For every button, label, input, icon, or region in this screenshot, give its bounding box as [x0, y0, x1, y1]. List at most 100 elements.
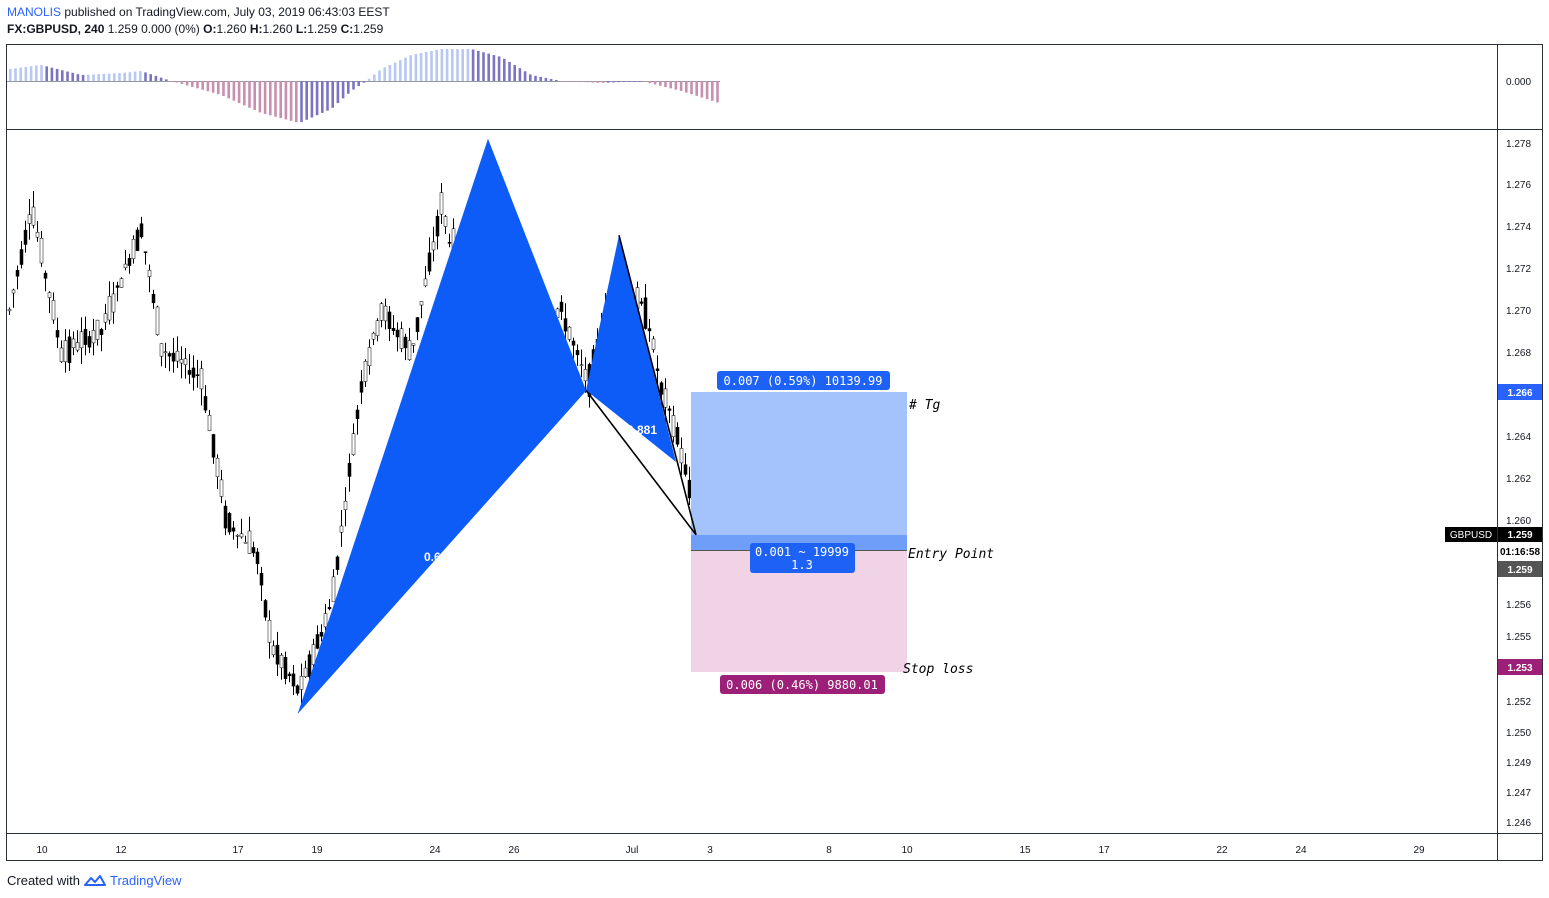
tradingview-logo-icon[interactable] — [83, 874, 106, 888]
candle-body — [139, 223, 144, 238]
candle-body — [27, 214, 32, 224]
oscillator-bar — [258, 81, 262, 113]
low-label: L: — [292, 22, 308, 36]
oscillator-bar — [679, 81, 683, 91]
candle-body — [235, 535, 240, 537]
candle-body — [279, 654, 284, 669]
oscillator-bar — [539, 76, 542, 81]
oscillator-bar — [409, 55, 412, 81]
entry-price-text: 1.259 — [1507, 565, 1532, 576]
high-label: H: — [246, 22, 263, 36]
oscillator-bar — [253, 81, 256, 111]
candle-body — [647, 328, 652, 332]
entry-annotation[interactable]: Entry Point — [908, 547, 994, 562]
oscillator-bar — [97, 74, 100, 81]
stop-price-text: 1.253 — [1507, 663, 1532, 674]
oscillator-bar — [357, 81, 360, 87]
target-annotation[interactable]: # Tg — [908, 398, 940, 413]
time-axis[interactable]: 10 12 17 19 24 26 Jul 3 8 10 15 17 22 24 29 — [36, 845, 1425, 856]
candle-body — [263, 600, 268, 618]
candle-body — [271, 645, 276, 655]
candle-body — [679, 448, 684, 464]
harmonic-pattern[interactable]: 0.6 0.881 — [297, 138, 697, 714]
oscillator-bar — [50, 67, 54, 81]
oscillator-bar — [555, 80, 558, 81]
oscillator-bar — [451, 49, 454, 81]
price-pane[interactable] — [6, 129, 1543, 861]
candle-body — [155, 306, 160, 335]
oscillator-bar — [102, 73, 106, 81]
oscillator-bar — [321, 81, 324, 113]
candle-body — [307, 654, 312, 678]
candle-body — [159, 343, 164, 357]
oscillator-bar — [419, 53, 423, 81]
candle-body — [211, 434, 216, 458]
oscillator-bar — [513, 65, 516, 81]
price-tick-label: 1.262 — [1506, 474, 1531, 485]
candle-body — [91, 330, 96, 344]
oscillator-bar — [206, 81, 210, 92]
time-tick-label: 19 — [311, 845, 323, 856]
oscillator-bar — [648, 81, 652, 84]
time-tick-label: Jul — [626, 845, 639, 856]
oscillator-bar — [24, 66, 28, 81]
oscillator-bar — [430, 50, 433, 81]
oscillator-bar — [40, 65, 43, 81]
candle-body — [575, 350, 580, 356]
price-axis[interactable]: 1.278 1.276 1.274 1.272 1.270 1.268 1.264 1.262… — [1506, 139, 1531, 829]
author-link[interactable]: MANOLIS — [7, 5, 62, 19]
candle-body — [667, 408, 672, 411]
oscillator-bar — [414, 54, 418, 81]
stop-label-box — [720, 675, 885, 694]
oscillator-bar — [653, 81, 657, 85]
oscillator-bar — [211, 81, 215, 93]
candle-body — [75, 342, 80, 351]
candle-body — [331, 576, 336, 603]
oscillator-bar — [529, 74, 532, 81]
oscillator-bar — [71, 72, 74, 81]
candle-body — [35, 232, 40, 238]
candle-body — [199, 368, 204, 390]
price-tick-label: 1.268 — [1506, 348, 1531, 359]
oscillator-bar — [518, 68, 522, 81]
target-label-box — [717, 371, 890, 390]
candle-body — [163, 351, 168, 354]
oscillator-bar — [81, 74, 85, 81]
stop-annotation[interactable]: Stop loss — [903, 662, 973, 677]
oscillator-pane[interactable] — [6, 44, 1543, 130]
candle-body — [83, 328, 88, 345]
candle-body — [59, 347, 64, 362]
oscillator-bar — [466, 49, 470, 81]
oscillator-bar — [497, 56, 501, 81]
price-tick-label: 1.270 — [1506, 306, 1531, 317]
tradingview-brand-link[interactable]: TradingView — [109, 873, 182, 888]
candle-body — [663, 388, 668, 408]
candle-body — [63, 340, 68, 363]
candle-body — [67, 336, 72, 363]
candle-body — [383, 305, 388, 322]
pattern-xab-triangle[interactable] — [298, 138, 586, 713]
oscillator-bar — [279, 81, 282, 119]
oscillator-bar — [347, 81, 350, 94]
oscillator-bar — [425, 52, 428, 81]
candle-body — [51, 300, 56, 321]
candle-body — [291, 673, 296, 687]
oscillator-bar — [118, 73, 121, 81]
oscillator-bar — [373, 74, 376, 81]
candle-body — [683, 464, 688, 475]
oscillator-bar — [581, 81, 584, 83]
candle-body — [251, 547, 256, 554]
oscillator-bar — [165, 79, 168, 81]
oscillator-bar — [461, 49, 464, 81]
profit-zone[interactable] — [691, 392, 907, 550]
candle-body — [447, 242, 452, 244]
pattern-bcd-triangle[interactable] — [586, 235, 676, 462]
oscillator-bar — [674, 81, 678, 90]
candle-body — [339, 525, 344, 533]
candle-body — [115, 285, 120, 288]
candle-body — [323, 613, 328, 628]
candle-body — [175, 350, 180, 362]
oscillator-bar — [685, 81, 688, 93]
candle-body — [23, 229, 28, 245]
